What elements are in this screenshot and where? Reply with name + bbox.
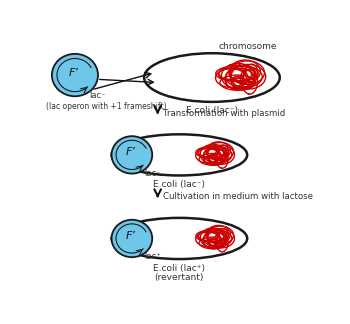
Circle shape: [112, 136, 152, 174]
Text: lac⁺: lac⁺: [144, 252, 161, 261]
Text: E.coli (lac⁻): E.coli (lac⁻): [153, 180, 205, 189]
Text: F’: F’: [126, 231, 135, 241]
Text: F’: F’: [69, 68, 78, 77]
Text: chromosome: chromosome: [218, 42, 277, 51]
Text: (revertant): (revertant): [155, 273, 204, 282]
Circle shape: [112, 220, 152, 257]
Text: E.coli (lac⁺): E.coli (lac⁺): [153, 263, 205, 272]
Text: (lac operon with +1 frameshift): (lac operon with +1 frameshift): [47, 102, 167, 111]
Text: E.coli (lac⁻): E.coli (lac⁻): [186, 106, 238, 115]
Circle shape: [52, 54, 98, 96]
Ellipse shape: [144, 53, 280, 102]
Ellipse shape: [112, 218, 247, 259]
Text: lac⁻: lac⁻: [89, 91, 105, 100]
Text: Transformation with plasmid: Transformation with plasmid: [163, 109, 285, 118]
Ellipse shape: [112, 134, 247, 176]
Text: F’: F’: [126, 147, 135, 157]
Text: lac⁻: lac⁻: [144, 169, 161, 178]
Text: Cultivation in medium with lactose: Cultivation in medium with lactose: [163, 192, 313, 201]
